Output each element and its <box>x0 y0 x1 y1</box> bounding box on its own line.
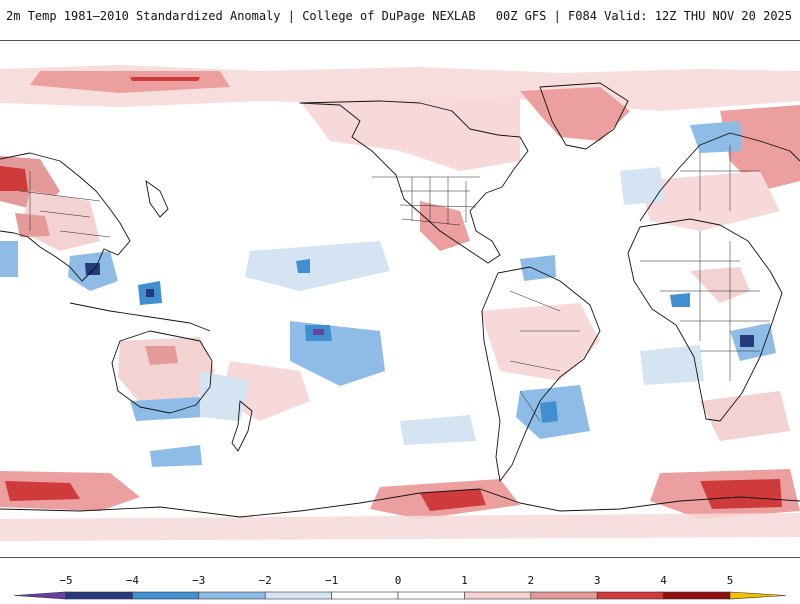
colorbar-tick-label: 2 <box>527 574 534 587</box>
eurasia-east-coast <box>0 152 131 282</box>
coastlines <box>0 82 800 518</box>
antarctic-rim-warm <box>0 513 800 541</box>
colorbar-tick-label: −5 <box>59 574 72 587</box>
japan-coast <box>145 180 169 218</box>
north-america-coast <box>299 100 529 264</box>
colorbar-segment <box>13 591 67 600</box>
arctic-warm-core <box>30 71 230 93</box>
colorbar-ticks: −5 −4 −3 −2 −1 0 1 2 3 4 5 <box>59 574 733 587</box>
colorbar-tick-label: 0 <box>395 574 402 587</box>
atlantic-cool <box>620 167 664 205</box>
southern-ocean-cool <box>150 445 202 467</box>
colorbar-segment <box>729 591 787 600</box>
europe-warm <box>640 171 780 231</box>
colorbar-segment <box>464 591 532 600</box>
philippines-cool-core <box>146 289 154 297</box>
colorbar-bar <box>13 591 787 600</box>
political-borders <box>19 145 770 422</box>
south-atlantic-cool-core <box>540 401 558 423</box>
colorbar-tick-label: 5 <box>727 574 734 587</box>
colorbar-tick-label: −1 <box>325 574 338 587</box>
colorbar-segment <box>198 591 266 600</box>
se-asia-cool-core <box>85 263 100 275</box>
colorbar-tick-label: −3 <box>192 574 205 587</box>
australia-coast <box>111 330 213 414</box>
map-title: 2m Temp 1981–2010 Standardized Anomaly |… <box>6 9 476 23</box>
greenland-warm <box>520 87 630 141</box>
africa-borders <box>640 231 770 381</box>
pacific-cool-north <box>245 241 390 291</box>
colorbar-svg: −5 −4 −3 −2 −1 0 1 2 3 4 5 <box>13 574 787 600</box>
colorbar-segment <box>663 591 731 600</box>
asia-borders <box>19 171 111 238</box>
greenland-coast <box>539 82 629 150</box>
colorbar-segment <box>596 591 664 600</box>
indian-ocean-cool <box>640 345 704 385</box>
colorbar-segment <box>397 591 465 600</box>
map-header: 2m Temp 1981–2010 Standardized Anomaly |… <box>0 0 800 34</box>
africa-coast <box>627 218 783 422</box>
asia-warm-core <box>0 166 28 191</box>
tasman-cool <box>200 371 250 421</box>
colorbar-tick-label: −2 <box>259 574 272 587</box>
australia-warm <box>118 337 215 403</box>
colorbar-segment <box>132 591 200 600</box>
indian-ocean-warm <box>700 391 790 441</box>
new-zealand-coast <box>231 400 253 452</box>
colorbar-tick-label: 4 <box>660 574 667 587</box>
australia-warm-core <box>145 346 178 365</box>
colorbar: −5 −4 −3 −2 −1 0 1 2 3 4 5 <box>0 568 800 600</box>
west-asia-cool <box>0 241 18 277</box>
antarctic-warm-center-core <box>420 489 486 511</box>
europe-borders <box>680 145 760 211</box>
antarctica-coast <box>0 488 800 518</box>
map-canvas <box>0 41 800 557</box>
south-america-coast <box>481 266 601 482</box>
pacific-cool-south-deep <box>313 329 324 335</box>
south-america-warm <box>480 303 600 381</box>
europe-coast <box>639 132 800 222</box>
europe-cool <box>690 121 742 153</box>
china-warm-core <box>15 213 50 237</box>
us-state-lines <box>399 177 477 225</box>
africa-cool-core <box>740 335 754 347</box>
east-pacific-cool <box>400 415 476 445</box>
mexico-warm <box>420 201 470 251</box>
colorbar-tick-label: 1 <box>461 574 468 587</box>
colorbar-segment <box>264 591 332 600</box>
north-america-warm <box>300 97 520 171</box>
africa-cool-west <box>670 293 690 307</box>
antarctic-warm-east-core <box>700 479 782 509</box>
arctic-warm-deep <box>130 77 200 81</box>
africa-warm <box>690 267 750 303</box>
south-america-borders <box>509 290 580 422</box>
australia-cool-south <box>130 397 204 421</box>
colorbar-tick-label: 3 <box>594 574 601 587</box>
us-mexico-border <box>401 218 461 226</box>
colorbar-segment <box>530 591 598 600</box>
southern-ocean-warm-west-core <box>5 481 80 501</box>
colorbar-segment <box>65 591 133 600</box>
anomaly-map <box>0 40 800 558</box>
pacific-cool-spot <box>296 259 310 273</box>
model-run-info: 00Z GFS | F084 Valid: 12Z THU NOV 20 202… <box>495 9 792 23</box>
indonesia-coast <box>69 302 211 332</box>
colorbar-segment <box>331 591 399 600</box>
colorbar-tick-label: −4 <box>126 574 140 587</box>
